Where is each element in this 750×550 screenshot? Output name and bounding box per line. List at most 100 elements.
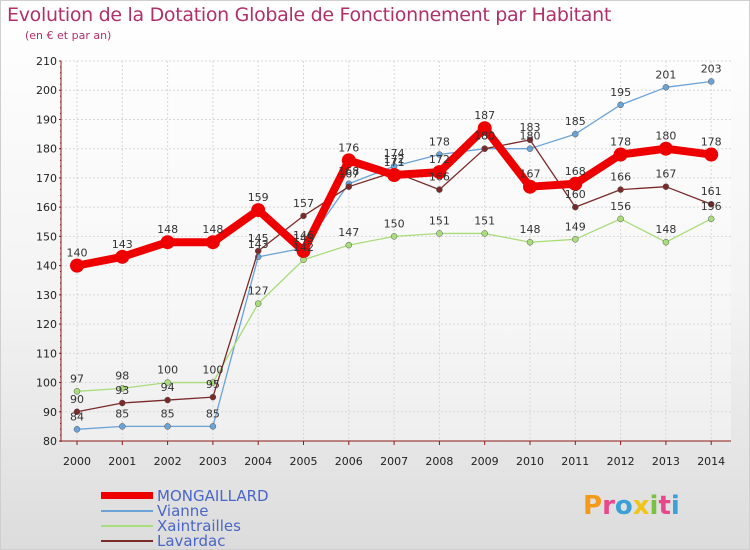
data-label-xaintrailles: 100 bbox=[157, 364, 178, 377]
y-tick-label: 110 bbox=[36, 347, 57, 360]
data-label-vianne: 185 bbox=[565, 115, 586, 128]
data-label-lavardac: 166 bbox=[429, 171, 450, 184]
data-point-mongaillard bbox=[341, 153, 356, 168]
data-label-vianne: 178 bbox=[429, 136, 450, 149]
data-label-xaintrailles: 100 bbox=[202, 364, 223, 377]
x-tick-label: 2003 bbox=[199, 455, 227, 468]
data-label-vianne: 174 bbox=[384, 147, 405, 160]
data-label-mongaillard: 172 bbox=[429, 153, 450, 166]
data-label-lavardac: 167 bbox=[655, 168, 676, 181]
y-tick-label: 200 bbox=[36, 84, 57, 97]
y-tick-label: 120 bbox=[36, 318, 57, 331]
data-point-vianne bbox=[73, 426, 81, 433]
data-point-lavardac bbox=[572, 203, 579, 211]
x-tick-label: 2009 bbox=[471, 455, 499, 468]
y-tick-label: 90 bbox=[43, 406, 57, 419]
data-point-mongaillard bbox=[160, 235, 175, 250]
x-tick-label: 2002 bbox=[154, 455, 182, 468]
logo-letter: o bbox=[614, 491, 633, 521]
data-label-xaintrailles: 147 bbox=[338, 226, 359, 239]
data-label-mongaillard: 159 bbox=[248, 191, 269, 204]
data-point-vianne bbox=[209, 423, 217, 430]
data-label-xaintrailles: 156 bbox=[610, 200, 631, 213]
y-tick-label: 210 bbox=[36, 55, 57, 68]
data-label-lavardac: 167 bbox=[338, 168, 359, 181]
y-tick-label: 160 bbox=[36, 201, 57, 214]
x-tick-label: 2005 bbox=[290, 455, 318, 468]
y-tick-label: 100 bbox=[36, 377, 57, 390]
data-point-mongaillard bbox=[568, 176, 583, 191]
chart-subtitle: (en € et par an) bbox=[25, 29, 112, 42]
data-label-vianne: 201 bbox=[655, 68, 676, 81]
x-tick-label: 2006 bbox=[335, 455, 363, 468]
data-point-xaintrailles bbox=[345, 241, 353, 249]
legend-item-vianne: Vianne bbox=[101, 502, 341, 520]
data-point-mongaillard bbox=[251, 203, 266, 218]
x-tick-label: 2000 bbox=[63, 455, 91, 468]
data-point-xaintrailles bbox=[119, 385, 126, 392]
x-tick-label: 2008 bbox=[425, 455, 453, 468]
data-label-vianne: 85 bbox=[115, 407, 129, 420]
data-label-xaintrailles: 142 bbox=[293, 241, 314, 254]
data-label-xaintrailles: 156 bbox=[701, 200, 722, 213]
data-point-xaintrailles bbox=[164, 379, 171, 386]
data-point-xaintrailles bbox=[254, 300, 262, 307]
chart-title: Evolution de la Dotation Globale de Fonc… bbox=[7, 4, 612, 26]
data-label-mongaillard: 148 bbox=[202, 223, 223, 236]
data-point-lavardac bbox=[254, 247, 262, 255]
data-label-mongaillard: 176 bbox=[338, 141, 359, 154]
data-point-mongaillard bbox=[205, 235, 220, 250]
plot-area bbox=[61, 61, 731, 441]
data-point-mongaillard bbox=[115, 249, 130, 264]
data-point-lavardac bbox=[526, 136, 534, 144]
x-tick-label: 2004 bbox=[244, 455, 272, 468]
legend-item-mongaillard: MONGAILLARD bbox=[101, 487, 341, 505]
data-point-lavardac bbox=[707, 200, 715, 208]
data-label-vianne: 143 bbox=[248, 238, 269, 251]
data-point-mongaillard bbox=[658, 141, 673, 156]
data-point-vianne bbox=[617, 101, 624, 109]
data-label-vianne: 168 bbox=[338, 165, 359, 178]
data-label-vianne: 85 bbox=[206, 407, 220, 420]
data-point-lavardac bbox=[209, 393, 217, 401]
data-point-mongaillard bbox=[613, 147, 628, 162]
data-point-vianne bbox=[662, 84, 670, 91]
data-label-lavardac: 95 bbox=[206, 378, 220, 391]
data-point-mongaillard bbox=[477, 121, 492, 136]
data-point-xaintrailles bbox=[436, 230, 443, 237]
data-point-vianne bbox=[119, 423, 126, 430]
legend-label-vianne: Vianne bbox=[157, 502, 209, 520]
x-tick-label: 2010 bbox=[516, 455, 544, 468]
data-point-vianne bbox=[436, 151, 443, 158]
data-point-vianne bbox=[707, 78, 715, 85]
x-tick-label: 2007 bbox=[380, 455, 408, 468]
x-tick-label: 2012 bbox=[607, 455, 635, 468]
data-label-mongaillard: 140 bbox=[67, 247, 88, 260]
data-point-lavardac bbox=[164, 396, 171, 404]
data-label-mongaillard: 180 bbox=[655, 130, 676, 143]
logo-letter: i bbox=[670, 491, 680, 521]
x-tick-label: 2011 bbox=[561, 455, 589, 468]
legend-label-lavardac: Lavardac bbox=[157, 532, 226, 550]
data-label-vianne: 146 bbox=[293, 229, 314, 242]
data-label-mongaillard: 178 bbox=[701, 136, 722, 149]
data-label-mongaillard: 178 bbox=[610, 136, 631, 149]
data-label-vianne: 195 bbox=[610, 86, 631, 99]
data-label-xaintrailles: 97 bbox=[70, 372, 84, 385]
data-label-mongaillard: 167 bbox=[520, 168, 541, 181]
data-label-lavardac: 161 bbox=[701, 185, 722, 198]
data-point-vianne bbox=[572, 130, 579, 138]
data-label-mongaillard: 171 bbox=[384, 156, 405, 169]
data-label-xaintrailles: 150 bbox=[384, 217, 405, 230]
data-label-vianne: 84 bbox=[70, 410, 84, 423]
data-point-mongaillard bbox=[523, 179, 537, 194]
logo-letter: P bbox=[583, 491, 603, 521]
data-point-xaintrailles bbox=[390, 233, 398, 240]
data-label-lavardac: 166 bbox=[610, 171, 631, 184]
data-point-mongaillard bbox=[296, 244, 311, 258]
data-point-mongaillard bbox=[704, 147, 719, 162]
y-tick-label: 180 bbox=[36, 143, 57, 156]
data-point-lavardac bbox=[436, 186, 443, 193]
y-tick-label: 140 bbox=[36, 260, 57, 273]
